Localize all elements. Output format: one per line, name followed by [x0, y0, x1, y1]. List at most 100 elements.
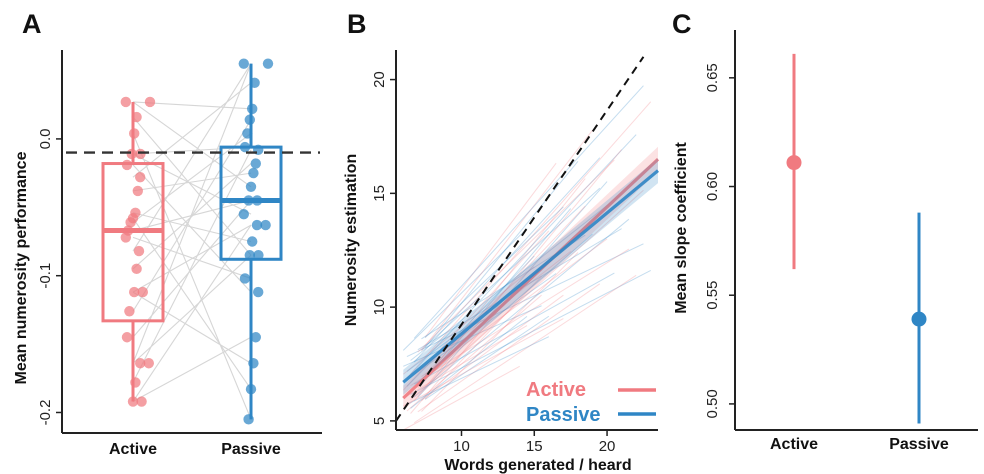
pair-line	[132, 254, 252, 364]
participant-fit	[424, 162, 557, 338]
pair-line	[132, 212, 252, 243]
participant-fit	[417, 233, 593, 386]
pair-line	[132, 164, 252, 293]
data-point	[243, 195, 254, 206]
y-tick-label: 0.55	[704, 281, 721, 310]
data-point	[260, 219, 271, 231]
x-tick-label: 15	[526, 438, 543, 455]
panel-b-ylabel: Numerosity estimation	[343, 154, 360, 326]
participant-fit	[424, 315, 550, 400]
pair-line	[132, 82, 252, 178]
data-point	[127, 396, 139, 407]
participant-fit	[421, 208, 572, 385]
participant-fit	[403, 365, 520, 431]
participant-fit	[413, 274, 637, 424]
panel-b-letter: B	[347, 9, 367, 39]
pair-line	[132, 133, 252, 420]
y-tick-label: 0.60	[704, 172, 721, 201]
participant-fit	[417, 283, 601, 413]
group-fits	[402, 146, 660, 411]
panel-b-x-ticks: 10 15 20	[453, 430, 615, 455]
participant-fit	[413, 157, 601, 363]
pair-line	[132, 116, 252, 256]
data-point	[133, 245, 145, 257]
pair-line	[132, 63, 252, 364]
y-tick-label: -0.1	[37, 263, 54, 289]
pair-line	[132, 291, 252, 364]
participant-fit	[403, 318, 564, 407]
data-point	[144, 96, 156, 108]
data-point	[129, 286, 140, 298]
participant-fit	[410, 248, 630, 387]
data-point	[253, 286, 264, 298]
participant-fit	[410, 134, 637, 375]
data-point	[130, 377, 141, 388]
legend-passive-label: Passive	[526, 404, 601, 426]
y-tick-label: 20	[371, 71, 388, 88]
data-point	[239, 141, 251, 153]
data-point	[135, 358, 146, 369]
panel-c-letter: C	[672, 9, 692, 39]
fit-line-passive	[402, 169, 660, 384]
pair-line	[132, 149, 252, 383]
data-point	[135, 172, 146, 183]
data-point	[131, 263, 142, 275]
mean-point-passive	[911, 311, 927, 327]
data-point	[121, 332, 133, 343]
data-point	[253, 249, 264, 261]
data-point	[129, 128, 140, 139]
participant-fit	[421, 294, 564, 401]
pair-line	[132, 101, 252, 188]
participant-fit	[417, 159, 615, 353]
data-point	[243, 414, 254, 425]
data-point	[244, 249, 255, 261]
mean-point-active	[786, 155, 802, 171]
data-point	[120, 232, 131, 243]
data-point	[247, 236, 258, 247]
panel-a-letter: A	[22, 9, 42, 39]
participant-fit	[402, 228, 528, 351]
data-point	[248, 358, 259, 369]
pair-line	[132, 224, 252, 293]
participant-fit	[410, 189, 644, 400]
data-point	[135, 148, 146, 160]
pair-line	[132, 217, 252, 390]
identity-line	[395, 56, 645, 422]
y-tick-label: -0.2	[37, 400, 54, 426]
data-point	[126, 148, 137, 160]
data-point	[245, 181, 257, 192]
pair-line	[132, 336, 252, 403]
participant-fit	[413, 85, 644, 339]
participant-fit	[406, 336, 550, 405]
panel-a: A Mean numerosity performance 0.0 -0.1 -0.…	[13, 9, 322, 458]
panel-c-ylabel: Mean slope coefficient	[673, 142, 690, 314]
participant-fit	[406, 243, 644, 358]
data-point	[242, 128, 253, 139]
data-point	[120, 96, 131, 108]
point-ranges	[786, 53, 927, 424]
data-point	[250, 158, 261, 169]
data-point	[252, 195, 263, 206]
box-active	[101, 162, 165, 323]
panel-c-xtick-passive: Passive	[889, 436, 949, 453]
participant-fit	[424, 205, 586, 376]
data-point	[137, 286, 148, 298]
panel-b-xlabel: Words generated / heard	[444, 457, 631, 474]
participant-fit	[413, 272, 615, 385]
y-tick-label: 10	[371, 299, 388, 316]
data-point	[249, 77, 260, 89]
pair-line	[132, 63, 252, 252]
pair-line	[132, 236, 252, 279]
participant-fit	[424, 160, 579, 348]
panel-a-y-ticks: 0.0 -0.1 -0.2	[37, 128, 62, 425]
pair-line	[132, 172, 252, 192]
panel-c-y-ticks: 0.65 0.60 0.55 0.50	[704, 63, 735, 419]
data-point	[125, 217, 136, 228]
data-point	[250, 332, 261, 343]
legend-active-label: Active	[526, 379, 586, 401]
data-point	[247, 103, 258, 115]
participant-fit	[406, 101, 652, 379]
data-point	[121, 159, 133, 171]
participant-fit	[406, 255, 535, 387]
